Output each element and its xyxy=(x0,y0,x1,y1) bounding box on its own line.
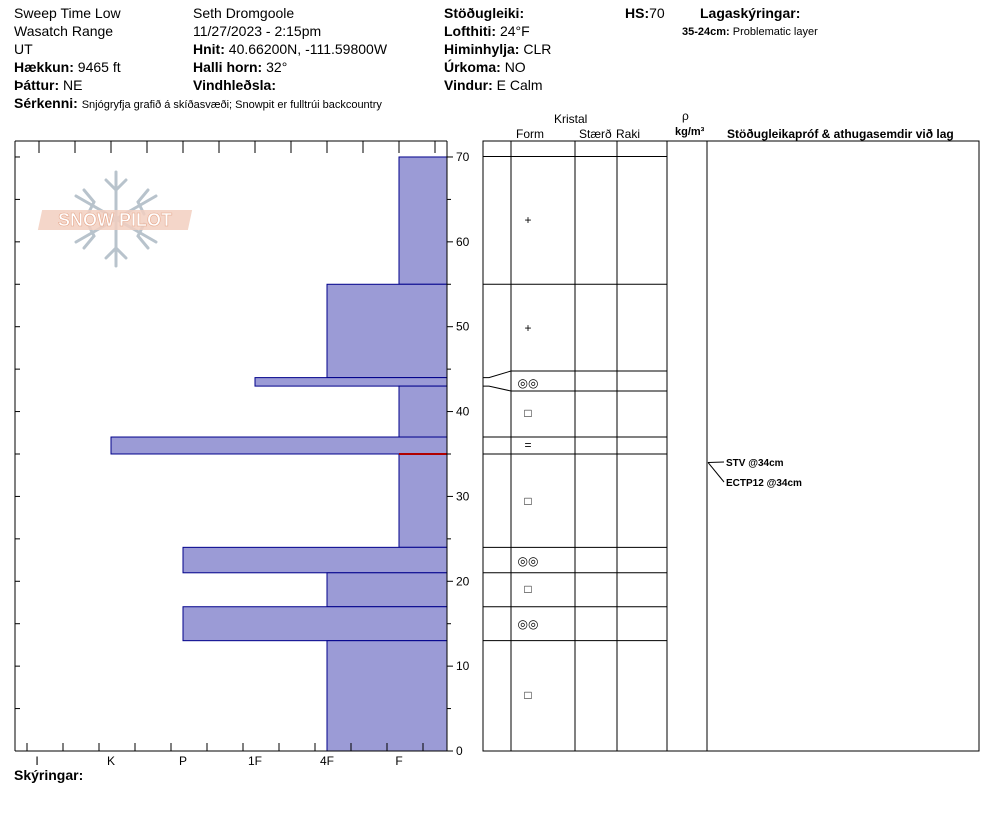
precipitation-value: NO xyxy=(504,59,526,75)
hardness-label: I xyxy=(35,754,38,768)
hardness-label: P xyxy=(179,754,187,768)
depth-tick-label: 50 xyxy=(456,320,470,334)
grain-form-symbol: ◎◎ xyxy=(518,376,539,390)
grain-form-symbol: □ xyxy=(524,406,531,420)
grain-form-symbol: + xyxy=(524,321,531,335)
wind-label: Vindur: xyxy=(444,77,493,93)
layer-note-text: Problematic layer xyxy=(732,26,818,38)
sky-cover-value: CLR xyxy=(523,41,552,57)
aspect-label: Þáttur: xyxy=(14,77,60,93)
hardness-bar xyxy=(398,385,448,438)
slope-angle-label: Halli horn: xyxy=(193,59,263,75)
grain-form-symbol: = xyxy=(524,438,531,452)
size-header: Stærð xyxy=(579,127,612,141)
coordinates-label: Hnit: xyxy=(193,41,225,57)
state-name: UT xyxy=(14,41,33,57)
stability-test-label: STV @34cm xyxy=(726,458,784,469)
elevation-value: 9465 ft xyxy=(77,59,121,75)
air-temperature-value: 24°F xyxy=(499,23,530,39)
depth-tick-label: 60 xyxy=(456,235,470,249)
precipitation-label: Úrkoma: xyxy=(444,59,501,75)
wind: Vindur: E Calm xyxy=(444,77,543,93)
grain-form-symbol: + xyxy=(524,213,531,227)
depth-tick-label: 40 xyxy=(456,405,470,419)
elevation-label: Hækkun: xyxy=(14,59,74,75)
legend-label: Skýringar: xyxy=(14,767,84,783)
wind-loading: Vindhleðsla: xyxy=(193,77,276,93)
layer-note-range: 35-24cm: xyxy=(682,26,730,38)
crystal-header: Kristal xyxy=(554,112,588,126)
aspect-value: NE xyxy=(63,77,83,93)
coordinates: Hnit: 40.66200N, -111.59800W xyxy=(193,41,387,57)
hardness-label: 1F xyxy=(248,754,262,768)
hardness-bar xyxy=(398,156,448,285)
hardness-bar xyxy=(326,640,448,752)
wind-value: E Calm xyxy=(496,77,543,93)
hardness-bar xyxy=(110,436,448,455)
layer-table-frame xyxy=(482,140,980,752)
grain-form-symbol: □ xyxy=(524,582,531,596)
observer-name: Seth Dromgoole xyxy=(193,5,295,21)
depth-tick-label: 0 xyxy=(456,744,463,758)
snow-height-value: 70 xyxy=(649,5,665,21)
features-text: Snjógryfja grafið á skíðasvæði; Snowpit … xyxy=(81,99,382,111)
precipitation: Úrkoma: NO xyxy=(444,59,526,75)
features: Sérkenni: Snjógryfja grafið á skíðasvæði… xyxy=(14,95,382,113)
air-temperature: Lofthiti: 24°F xyxy=(444,23,530,39)
stability: Stöðugleiki: xyxy=(444,5,524,21)
hardness-bar xyxy=(398,453,448,548)
density-unit: kg/m³ xyxy=(675,126,705,138)
depth-tick-label: 30 xyxy=(456,489,470,503)
grain-form-symbol: ◎◎ xyxy=(518,554,539,568)
coordinates-value: 40.66200N, -111.59800W xyxy=(228,41,388,57)
site-name: Sweep Time Low xyxy=(14,5,121,21)
layer-notes-label: Lagaskýringar: xyxy=(700,5,801,21)
grain-form-symbol: □ xyxy=(524,494,531,508)
features-label: Sérkenni: xyxy=(14,95,78,111)
hardness-bar xyxy=(254,377,448,387)
slope-angle: Halli horn: 32° xyxy=(193,59,287,75)
stability-label: Stöðugleiki: xyxy=(444,5,525,21)
tests-header: Stöðugleikapróf & athugasemdir við lag xyxy=(727,127,954,141)
hardness-bar xyxy=(326,283,448,379)
snow-height-label: HS: xyxy=(625,5,650,21)
moisture-header: Raki xyxy=(616,127,641,141)
hardness-bar xyxy=(182,546,448,574)
hardness-bar xyxy=(326,572,448,608)
air-temperature-label: Lofthiti: xyxy=(444,23,497,39)
snow-height: HS:70 xyxy=(625,5,665,21)
sky-cover-label: Himinhylja: xyxy=(444,41,520,57)
test-pointer-line xyxy=(707,462,725,483)
range-name: Wasatch Range xyxy=(14,23,114,39)
hardness-label: 4F xyxy=(320,754,334,768)
observation-datetime: 11/27/2023 - 2:15pm xyxy=(193,23,322,39)
form-header: Form xyxy=(516,127,544,141)
hardness-label: F xyxy=(395,754,402,768)
hardness-bar xyxy=(182,606,448,642)
hardness-label: K xyxy=(107,754,115,768)
elevation: Hækkun: 9465 ft xyxy=(14,59,121,75)
sky-cover: Himinhylja: CLR xyxy=(444,41,551,57)
depth-tick-label: 10 xyxy=(456,659,470,673)
stability-test-label: ECTP12 @34cm xyxy=(726,478,802,489)
wind-loading-label: Vindhleðsla: xyxy=(193,77,276,93)
layer-connector xyxy=(483,385,512,392)
aspect: Þáttur: NE xyxy=(14,77,82,93)
layer-connector xyxy=(483,370,512,379)
grain-form-symbol: □ xyxy=(524,688,531,702)
slope-angle-value: 32° xyxy=(266,59,288,75)
depth-tick-label: 20 xyxy=(456,574,470,588)
density-symbol: ρ xyxy=(682,109,689,123)
grain-form-symbol: ◎◎ xyxy=(518,617,539,631)
depth-tick-label: 70 xyxy=(456,150,470,164)
layer-note: 35-24cm: Problematic layer xyxy=(682,24,818,40)
